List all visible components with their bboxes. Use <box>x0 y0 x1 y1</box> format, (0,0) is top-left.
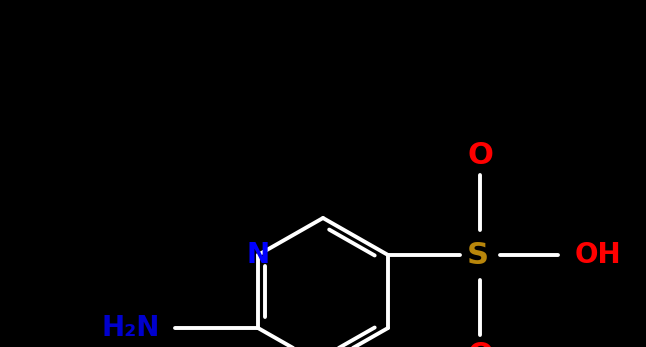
Text: N: N <box>246 241 269 269</box>
Text: OH: OH <box>575 241 621 269</box>
Text: H₂N: H₂N <box>101 314 160 342</box>
Text: O: O <box>467 141 493 169</box>
Text: O: O <box>467 340 493 347</box>
Text: S: S <box>467 240 489 270</box>
